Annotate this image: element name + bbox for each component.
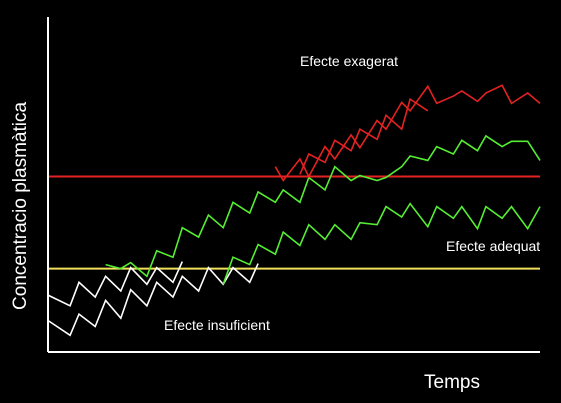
annotation-exagerat: Efecte exagerat	[300, 53, 398, 69]
series-line-3	[105, 134, 541, 278]
series-line-5	[274, 84, 541, 182]
x-axis-label: Temps	[424, 372, 480, 393]
y-axis-label: Concentracio plasmàtica	[10, 102, 31, 310]
threshold-lines	[48, 175, 540, 270]
annotation-adequat: Efecte adequat	[446, 238, 540, 254]
series-line-2	[47, 261, 184, 307]
series-line-1	[47, 263, 259, 337]
series-line-6	[299, 97, 429, 175]
series-lines	[47, 84, 541, 337]
series-line-4	[222, 202, 541, 285]
annotation-insuficient: Efecte insuficient	[164, 317, 270, 333]
